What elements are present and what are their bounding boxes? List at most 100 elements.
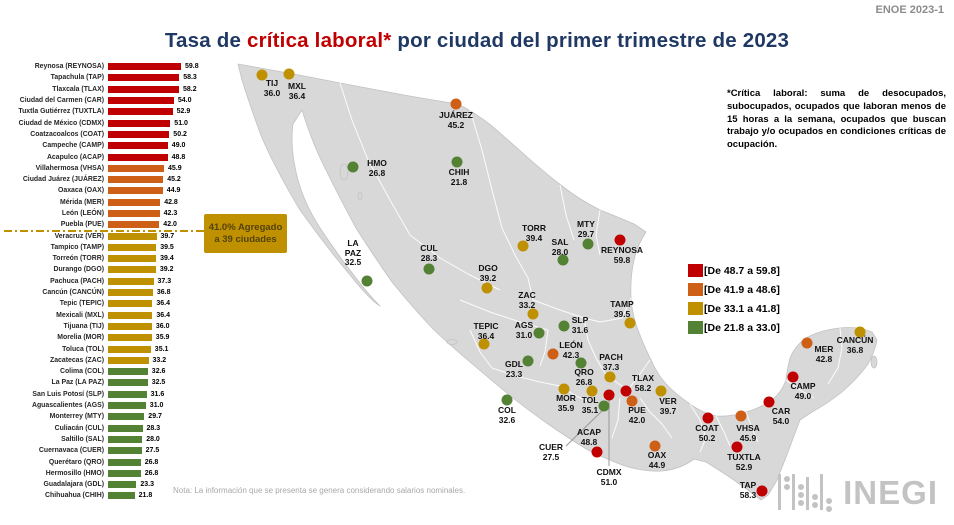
map-marker-label: TAMP 39.5	[610, 299, 634, 319]
map-marker-label: JUÁREZ 45.2	[438, 110, 474, 130]
map-marker-dot	[256, 69, 268, 81]
map-marker-label: PUE 42.0	[628, 405, 646, 425]
map-marker-label: LA PAZ 32.5	[344, 238, 362, 267]
bar-label: La Paz (LA PAZ)	[51, 379, 104, 387]
bar-row: Cancún (CANCÚN) 36.8	[2, 287, 199, 298]
bar-label: Puebla (PUE)	[60, 221, 104, 229]
bar-label: San Luis Potosí (SLP)	[32, 390, 104, 398]
map-marker-dot	[787, 371, 799, 383]
bar-row: Pachuca (PACH) 37.3	[2, 276, 199, 287]
map-marker-label: CUER 27.5	[538, 442, 564, 462]
bar-value: 45.2	[167, 176, 181, 184]
bar	[108, 492, 135, 500]
bar	[108, 210, 160, 217]
bar-row: Tuxtla Gutiérrez (TUXTLA) 52.9	[2, 106, 199, 117]
map-marker-label: REYNOSA 59.8	[600, 245, 644, 265]
bar-label: Hermosillo (HMO)	[45, 469, 104, 477]
bar-value: 35.1	[154, 345, 169, 353]
bar-label: Mérida (MER)	[59, 198, 104, 206]
bar	[108, 119, 171, 127]
bar	[108, 300, 153, 308]
bar-label: Zacatecas (ZAC)	[50, 356, 104, 364]
definition-note: *Crítica laboral: suma de desocupados, s…	[727, 88, 946, 151]
bar	[108, 469, 141, 477]
aggregate-annotation-line2: a 39 ciudades	[214, 233, 277, 245]
bar-value: 52.9	[176, 108, 191, 116]
bar-value: 35.9	[155, 334, 170, 342]
bar-value: 45.9	[168, 164, 182, 172]
bar-label: Tijuana (TIJ)	[63, 322, 104, 330]
legend-label: [De 48.7 a 59.8]	[704, 264, 780, 277]
inegi-logo-text: INEGI	[843, 473, 938, 511]
bar-row: Ciudad de México (CDMX) 51.0	[2, 117, 199, 128]
bar-label: Ciudad de México (CDMX)	[18, 119, 104, 127]
bar-row: Tepic (TEPIC) 36.4	[2, 298, 199, 309]
map-marker-dot	[702, 412, 714, 424]
map-marker-label: MTY 29.7	[577, 219, 595, 239]
map-marker-label: CUL 28.3	[420, 243, 438, 263]
bar-row: Mérida (MER) 42.8	[2, 197, 199, 208]
bar	[108, 243, 157, 251]
bar-value: 32.6	[151, 368, 166, 376]
inegi-logo: INEGI	[778, 471, 938, 513]
bar	[108, 142, 168, 150]
bar-value: 42.8	[164, 198, 178, 206]
bar-value: 36.4	[156, 300, 171, 308]
bar-value: 31.6	[150, 390, 165, 398]
map-marker-dot	[517, 240, 529, 252]
bar-label: Tlaxcala (TLAX)	[52, 85, 104, 93]
bar-row: Mexicali (MXL) 36.4	[2, 310, 199, 321]
map-marker-dot	[626, 395, 638, 407]
bar	[108, 368, 148, 376]
bar-label: Veracruz (VER)	[54, 232, 104, 240]
map-marker-dot	[575, 357, 587, 369]
bar-value: 26.8	[144, 469, 159, 477]
bar-row: Campeche (CAMP) 49.0	[2, 140, 199, 151]
bar-value: 23.3	[140, 481, 155, 489]
map-marker-dot	[450, 98, 462, 110]
bar-label: Toluca (TOL)	[62, 345, 104, 353]
bar-value: 27.5	[145, 447, 160, 455]
map-marker-label: TUXTLA 52.9	[727, 452, 761, 472]
bar-value: 31.0	[149, 402, 164, 410]
title-prefix: Tasa de	[164, 28, 247, 52]
legend-row: [De 21.8 a 33.0]	[688, 318, 780, 337]
bar-label: Morelia (MOR)	[57, 334, 104, 342]
bar	[108, 289, 153, 297]
bar	[108, 63, 181, 71]
map-marker-label: TAP 58.3	[739, 480, 757, 500]
bar-label: Chihuahua (CHIH)	[45, 492, 104, 500]
map-marker-dot	[756, 485, 768, 497]
bar-row: Saltillo (SAL) 28.0	[2, 434, 199, 445]
bar-row: Culiacán (CUL) 28.3	[2, 423, 199, 434]
page-title: Tasa de crítica laboral* por ciudad del …	[0, 29, 954, 53]
map-marker-label: GDL 23.3	[505, 359, 523, 379]
legend-row: [De 33.1 a 41.8]	[688, 299, 780, 318]
legend-row: [De 41.9 a 48.6]	[688, 280, 780, 299]
map-marker-dot	[547, 348, 559, 360]
bar-row: Querétaro (QRO) 26.8	[2, 456, 199, 467]
bar-row: Monterrey (MTY) 29.7	[2, 411, 199, 422]
bar-value: 32.5	[151, 379, 166, 387]
map-marker-dot	[501, 394, 513, 406]
bar-row: Coatzacoalcos (COAT) 50.2	[2, 129, 199, 140]
bar-label: Querétaro (QRO)	[48, 458, 104, 466]
bar	[108, 130, 170, 138]
bar-row: Colima (COL) 32.6	[2, 366, 199, 377]
bar-row: Tijuana (TIJ) 36.0	[2, 321, 199, 332]
map-marker-label: ACAP 48.8	[576, 427, 602, 447]
bar	[108, 164, 164, 172]
bar-label: Ciudad del Carmen (CAR)	[19, 97, 104, 105]
bar	[108, 176, 164, 184]
bar-label: Aguascalientes (AGS)	[32, 402, 104, 410]
island-cozumel	[870, 355, 878, 369]
bar-value: 42.0	[163, 221, 177, 229]
bar-value: 54.0	[177, 97, 192, 105]
map-marker-label: COAT 50.2	[695, 423, 719, 443]
bar-label: Culiacán (CUL)	[54, 424, 104, 432]
bar-value: 39.2	[159, 266, 174, 274]
map-marker-label: TLAX 58.2	[631, 373, 655, 393]
bar-label: Torreón (TORR)	[52, 255, 104, 263]
island-tiburon	[339, 163, 349, 181]
